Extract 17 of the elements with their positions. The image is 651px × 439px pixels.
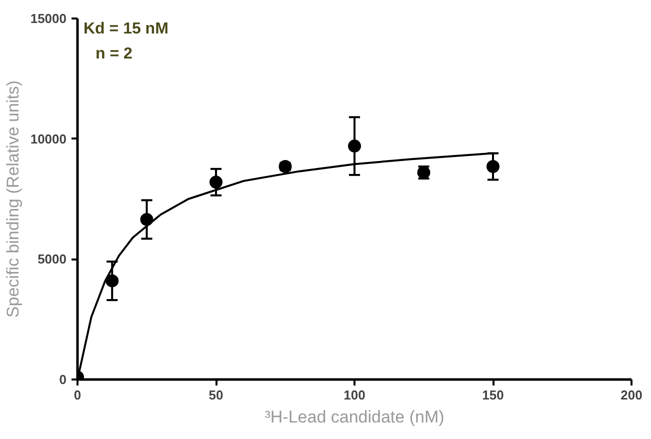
x-tick-label: 200: [620, 388, 642, 402]
annotation: Kd = 15 nM: [84, 20, 168, 38]
x-tick-label: 0: [74, 388, 82, 402]
x-tick-label: 50: [208, 388, 224, 402]
x-tick-label: 100: [344, 388, 366, 402]
y-tick-label: 15000: [30, 11, 67, 26]
point: [348, 140, 361, 153]
point: [106, 274, 119, 288]
annotation: n = 2: [96, 46, 133, 62]
y-tick-label: 5000: [38, 252, 66, 267]
y-axis-title: Specific binding (Relative units): [3, 80, 22, 318]
x-tick-label: 150: [482, 388, 504, 402]
y-tick-label: 0: [59, 372, 67, 387]
y-tick-label: 10000: [30, 131, 67, 146]
point: [486, 160, 500, 173]
x-axis-title: ³H-Lead candidate (nM): [264, 408, 444, 426]
point: [210, 176, 222, 189]
